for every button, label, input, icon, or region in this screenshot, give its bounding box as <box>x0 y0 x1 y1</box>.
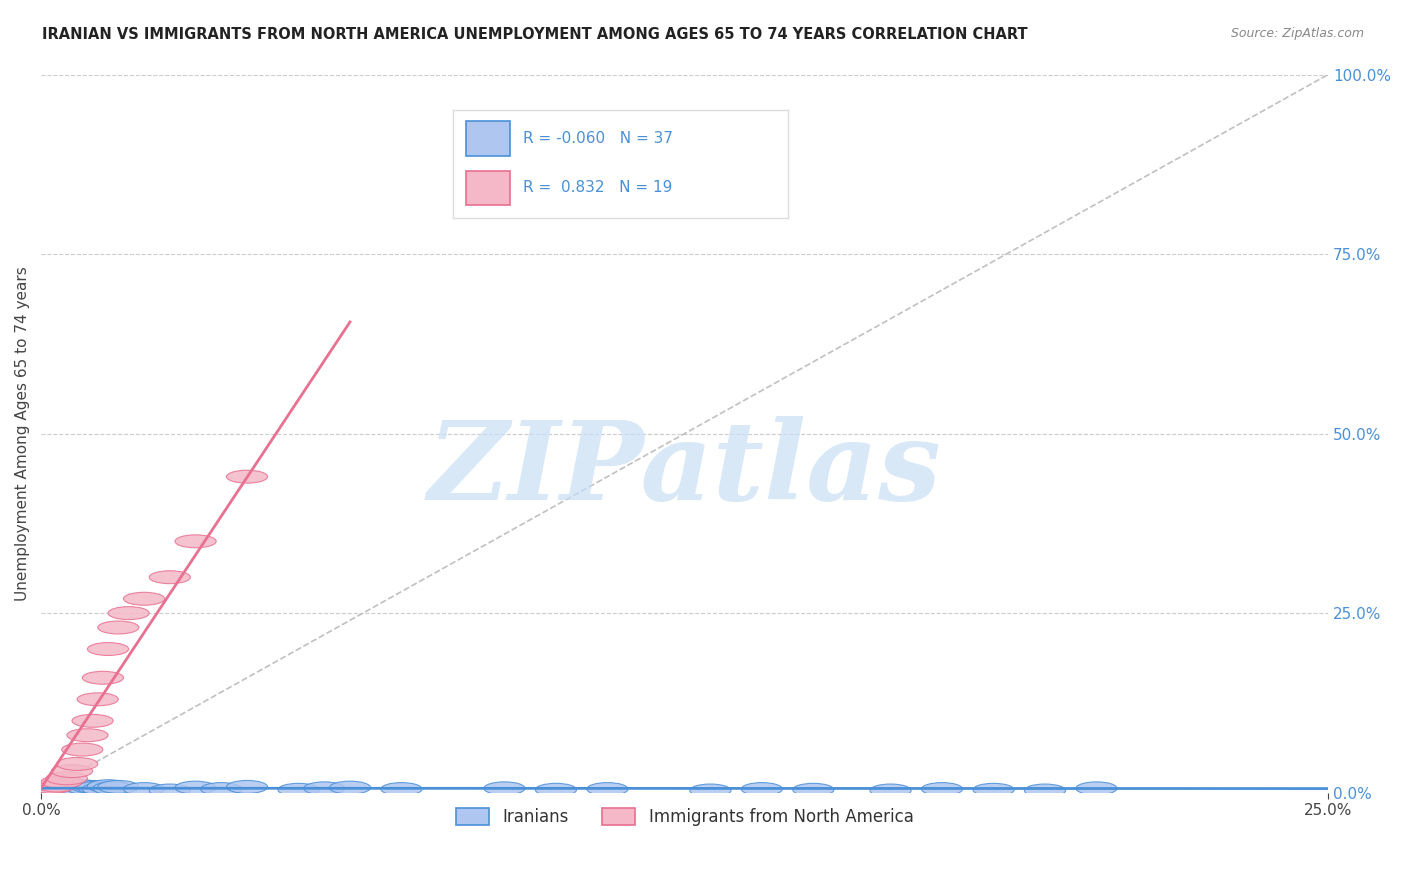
Ellipse shape <box>67 782 108 795</box>
Ellipse shape <box>586 782 628 796</box>
Ellipse shape <box>87 642 128 656</box>
Ellipse shape <box>41 782 83 795</box>
Ellipse shape <box>56 782 98 796</box>
Ellipse shape <box>46 778 87 790</box>
Ellipse shape <box>381 782 422 796</box>
Ellipse shape <box>83 672 124 684</box>
Ellipse shape <box>62 780 103 793</box>
Ellipse shape <box>149 571 190 583</box>
Ellipse shape <box>72 780 114 793</box>
Ellipse shape <box>52 764 93 778</box>
Ellipse shape <box>124 782 165 796</box>
Ellipse shape <box>793 783 834 797</box>
Ellipse shape <box>87 780 128 793</box>
Ellipse shape <box>174 781 217 794</box>
Ellipse shape <box>77 781 118 794</box>
Ellipse shape <box>690 784 731 797</box>
Ellipse shape <box>46 780 87 793</box>
Ellipse shape <box>52 781 93 794</box>
Ellipse shape <box>741 782 783 796</box>
Ellipse shape <box>31 780 72 793</box>
Ellipse shape <box>973 783 1014 797</box>
Ellipse shape <box>83 782 124 796</box>
Ellipse shape <box>1025 784 1066 797</box>
Ellipse shape <box>25 780 67 793</box>
Y-axis label: Unemployment Among Ages 65 to 74 years: Unemployment Among Ages 65 to 74 years <box>15 266 30 601</box>
Legend: Iranians, Immigrants from North America: Iranians, Immigrants from North America <box>447 800 922 835</box>
Ellipse shape <box>31 782 72 796</box>
Ellipse shape <box>1076 782 1116 795</box>
Text: IRANIAN VS IMMIGRANTS FROM NORTH AMERICA UNEMPLOYMENT AMONG AGES 65 TO 74 YEARS : IRANIAN VS IMMIGRANTS FROM NORTH AMERICA… <box>42 27 1028 42</box>
Ellipse shape <box>25 782 67 796</box>
Ellipse shape <box>56 757 98 771</box>
Ellipse shape <box>226 780 267 793</box>
Ellipse shape <box>149 784 190 797</box>
Ellipse shape <box>921 782 963 796</box>
Ellipse shape <box>62 743 103 756</box>
Ellipse shape <box>37 779 77 792</box>
Ellipse shape <box>174 535 217 548</box>
Ellipse shape <box>98 780 139 793</box>
Ellipse shape <box>278 783 319 797</box>
Ellipse shape <box>41 775 83 789</box>
Ellipse shape <box>46 772 87 785</box>
Ellipse shape <box>37 781 77 794</box>
Ellipse shape <box>67 729 108 741</box>
Ellipse shape <box>304 782 344 795</box>
Ellipse shape <box>124 592 165 605</box>
Ellipse shape <box>329 781 371 794</box>
Ellipse shape <box>536 783 576 797</box>
Ellipse shape <box>37 779 77 792</box>
Ellipse shape <box>201 782 242 796</box>
Ellipse shape <box>226 470 267 483</box>
Ellipse shape <box>98 621 139 634</box>
Ellipse shape <box>870 784 911 797</box>
Ellipse shape <box>108 607 149 620</box>
Ellipse shape <box>77 693 118 706</box>
Text: ZIPatlas: ZIPatlas <box>427 416 942 524</box>
Ellipse shape <box>93 782 134 795</box>
Ellipse shape <box>484 782 524 795</box>
Ellipse shape <box>72 714 114 727</box>
Text: Source: ZipAtlas.com: Source: ZipAtlas.com <box>1230 27 1364 40</box>
